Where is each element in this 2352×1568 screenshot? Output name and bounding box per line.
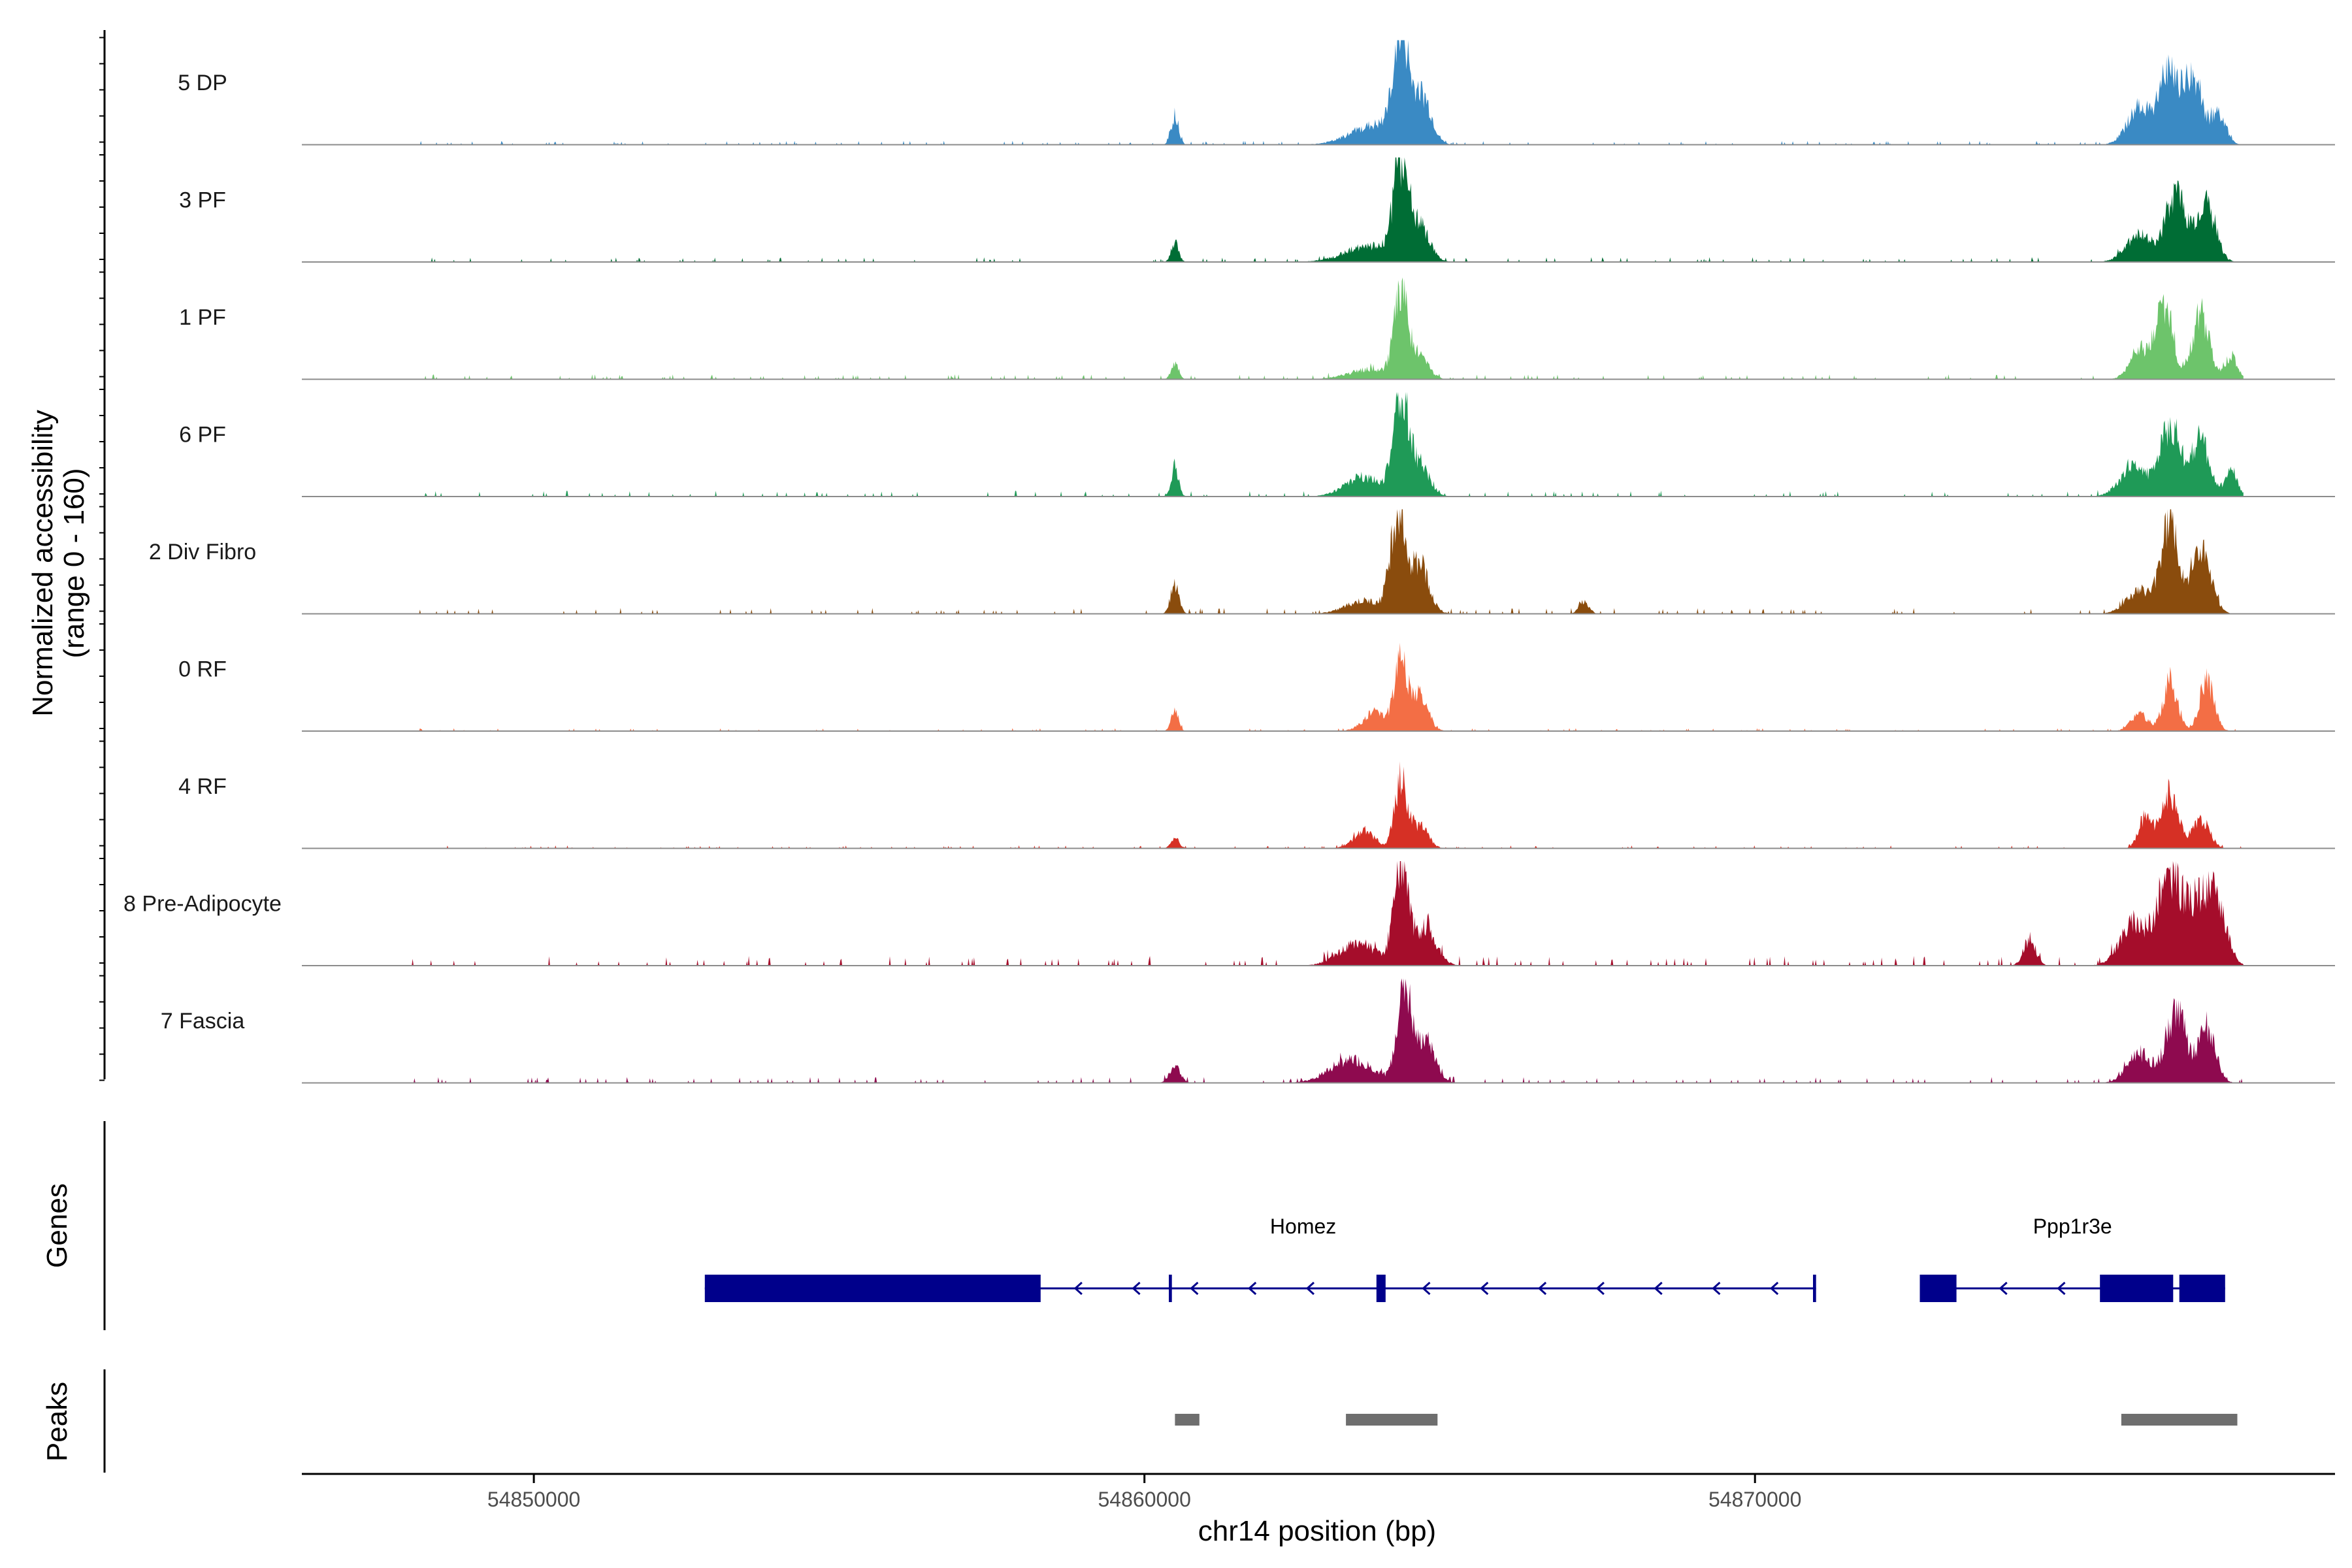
x-tick-label: 54860000: [1098, 1488, 1191, 1511]
strand-arrow: [1999, 1281, 2008, 1296]
track-6-pf: 6 PF: [179, 392, 2335, 497]
coverage-area: [412, 509, 2244, 614]
track-label: 7 Fascia: [161, 1009, 245, 1034]
track-7-fascia: 7 Fascia: [161, 978, 2335, 1084]
track-label: 1 PF: [179, 305, 226, 330]
gene-exon: [1919, 1275, 1957, 1302]
y-axis-ticks: [99, 37, 105, 1081]
track-label: 4 RF: [178, 774, 227, 799]
gene-label: Ppp1r3e: [2033, 1215, 2112, 1238]
track-label: 0 RF: [178, 657, 227, 682]
track-1-pf: 1 PF: [179, 277, 2335, 380]
track-0-rf: 0 RF: [178, 642, 2335, 732]
track-5-dp: 5 DP: [178, 40, 2335, 146]
peak-region: [1175, 1414, 1200, 1426]
strand-arrow: [1247, 1281, 1257, 1296]
x-axis-ticks: 54850000 54860000 54870000: [487, 1474, 1801, 1511]
track-8-pre-adipocyte: 8 Pre-Adipocyte: [123, 861, 2335, 966]
track-2-div-fibro: 2 Div Fibro: [149, 509, 2335, 615]
x-tick-label: 54870000: [1708, 1488, 1801, 1511]
strand-arrow: [1595, 1281, 1605, 1296]
coverage-area: [412, 40, 2244, 145]
track-3-pf: 3 PF: [179, 157, 2335, 263]
peak-region: [1346, 1414, 1438, 1426]
track-label: 5 DP: [178, 71, 227, 95]
track-label: 8 Pre-Adipocyte: [123, 892, 282, 917]
peak-region: [2121, 1414, 2238, 1426]
track-label: 3 PF: [179, 188, 226, 213]
strand-arrow: [1480, 1281, 1489, 1296]
coverage-area: [412, 157, 2244, 262]
gene-homez: Homez: [704, 1215, 1816, 1302]
gene-exon: [2179, 1275, 2225, 1302]
coverage-area: [412, 761, 2244, 849]
x-axis-title: chr14 position (bp): [1198, 1515, 1436, 1547]
strand-arrow: [1712, 1281, 1721, 1296]
coverage-tracks: 5 DP 3 PF 1 PF 6 PF 2 Div Fibro 0 RF 4 RF 8 Pre…: [123, 40, 2335, 1084]
coverage-area: [412, 861, 2244, 966]
y-axis-title-line-2: (range 0 - 160): [58, 468, 90, 658]
strand-arrow: [1190, 1281, 1199, 1296]
coverage-area: [412, 642, 2244, 731]
coverage-area: [412, 978, 2244, 1083]
strand-arrow: [1654, 1281, 1663, 1296]
gene-ppp1r3e: Ppp1r3e: [1919, 1215, 2225, 1302]
peaks-track-label: Peaks: [41, 1382, 73, 1462]
gene-exon: [2100, 1275, 2174, 1302]
x-tick-label: 54850000: [487, 1488, 580, 1511]
gene-label: Homez: [1270, 1215, 1336, 1238]
gene-exon: [1813, 1275, 1816, 1302]
genes-track: Homez Ppp1r3e: [704, 1215, 2225, 1302]
gene-exon: [704, 1275, 1041, 1302]
track-label: 6 PF: [179, 423, 226, 448]
peaks-track: [1175, 1414, 2238, 1426]
strand-arrow: [1769, 1281, 1779, 1296]
gene-exon: [1169, 1275, 1172, 1302]
strand-arrow: [1073, 1281, 1083, 1296]
strand-arrow: [1305, 1281, 1315, 1296]
coverage-area: [412, 392, 2244, 497]
strand-arrow: [1132, 1281, 1141, 1296]
strand-arrow: [1422, 1281, 1431, 1296]
y-axis-title-line-1: Normalized accessibility: [27, 410, 59, 716]
coverage-area: [412, 277, 2244, 380]
strand-arrow: [2057, 1281, 2066, 1296]
gene-exon: [1376, 1275, 1386, 1302]
track-4-rf: 4 RF: [178, 761, 2335, 849]
strand-arrow: [1537, 1281, 1547, 1296]
track-label: 2 Div Fibro: [149, 540, 256, 564]
genes-track-label: Genes: [41, 1183, 73, 1268]
